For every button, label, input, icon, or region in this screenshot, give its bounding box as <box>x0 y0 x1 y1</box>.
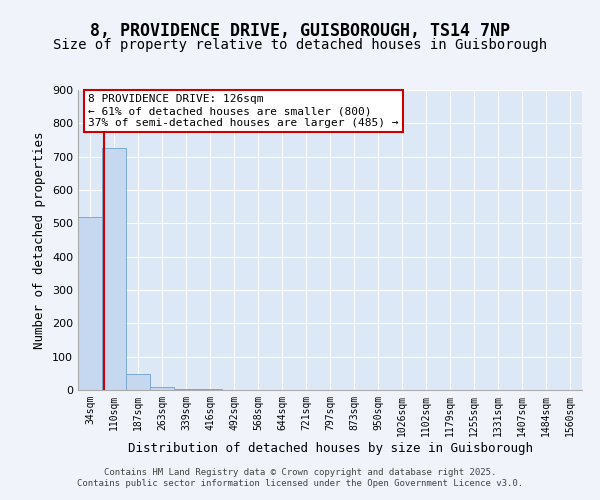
X-axis label: Distribution of detached houses by size in Guisborough: Distribution of detached houses by size … <box>128 442 533 454</box>
Text: Contains HM Land Registry data © Crown copyright and database right 2025.
Contai: Contains HM Land Registry data © Crown c… <box>77 468 523 487</box>
Bar <box>150 386 174 390</box>
Bar <box>126 374 150 390</box>
Y-axis label: Number of detached properties: Number of detached properties <box>34 131 46 349</box>
Text: Size of property relative to detached houses in Guisborough: Size of property relative to detached ho… <box>53 38 547 52</box>
Bar <box>78 216 102 390</box>
Text: 8 PROVIDENCE DRIVE: 126sqm
← 61% of detached houses are smaller (800)
37% of sem: 8 PROVIDENCE DRIVE: 126sqm ← 61% of deta… <box>88 94 398 128</box>
Bar <box>102 148 126 390</box>
Text: 8, PROVIDENCE DRIVE, GUISBOROUGH, TS14 7NP: 8, PROVIDENCE DRIVE, GUISBOROUGH, TS14 7… <box>90 22 510 40</box>
